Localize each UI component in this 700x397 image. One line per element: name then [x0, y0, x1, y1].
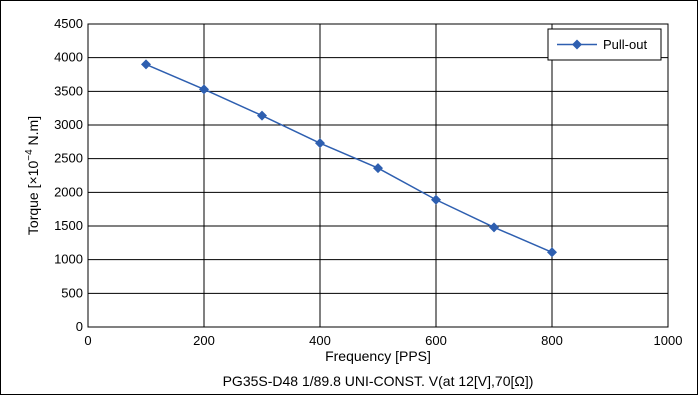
y-tick-label: 2500: [54, 151, 83, 166]
x-tick-label: 1000: [654, 333, 683, 348]
x-tick-label: 600: [425, 333, 447, 348]
grid-lines: [87, 23, 669, 328]
y-tick-label: 0: [76, 319, 83, 334]
y-tick-label: 3000: [54, 117, 83, 132]
x-axis-label: Frequency [PPS]: [325, 348, 431, 364]
x-tick-label: 0: [84, 333, 91, 348]
legend-label-pull-out: Pull-out: [603, 37, 647, 52]
y-axis-label-suffix: N.m]: [25, 116, 41, 149]
legend: Pull-out: [547, 28, 662, 61]
y-tick-label: 500: [61, 285, 83, 300]
data-point: [141, 59, 151, 70]
data-point: [199, 84, 209, 95]
x-tick-labels: 0 200 400 600 800 1000: [84, 333, 682, 348]
y-axis-label-exponent: −4: [24, 149, 35, 161]
x-tick-label: 400: [309, 333, 331, 348]
series-layer: [141, 59, 557, 258]
x-tick-label: 800: [541, 333, 563, 348]
y-tick-label: 3500: [54, 83, 83, 98]
data-point: [257, 110, 267, 121]
legend-diamond-marker: [572, 39, 582, 50]
series-line-pull-out: [145, 63, 553, 253]
data-point: [373, 163, 383, 174]
y-tick-label: 4000: [54, 50, 83, 65]
y-tick-label: 1500: [54, 218, 83, 233]
y-tick-label: 4500: [54, 16, 83, 31]
y-tick-label: 1000: [54, 252, 83, 267]
chart-caption: PG35S-D48 1/89.8 UNI-CONST. V(at 12[V],7…: [223, 373, 534, 389]
x-tick-label: 200: [193, 333, 215, 348]
y-tick-labels: 0 500 1000 1500 2000 2500 3000 3500 4000 4500: [54, 16, 83, 334]
data-point: [431, 194, 441, 205]
plot-area: [87, 23, 669, 328]
y-axis-label: Torque [×10−4 N.m]: [24, 116, 41, 235]
data-point: [315, 138, 325, 149]
data-point: [547, 247, 557, 258]
y-tick-label: 2000: [54, 184, 83, 199]
y-axis-label-prefix: Torque [×10: [25, 161, 41, 236]
data-point: [489, 222, 499, 233]
